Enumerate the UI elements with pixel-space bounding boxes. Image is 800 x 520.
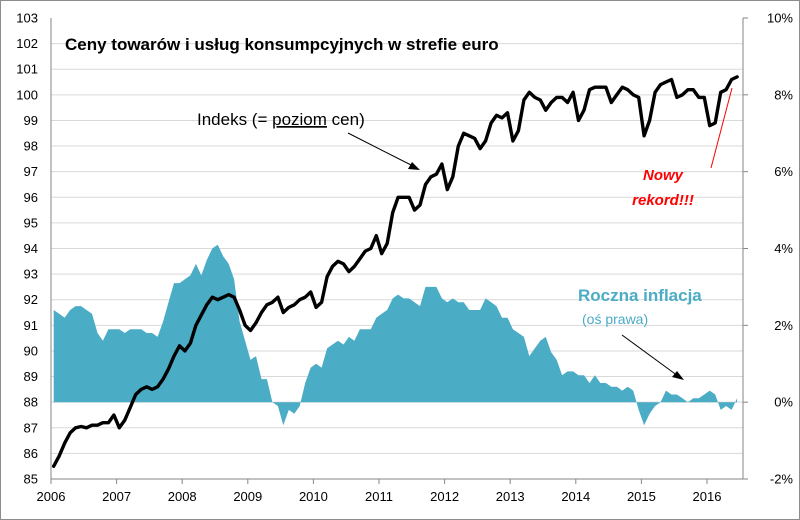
x-tick-label: 2008 [168, 489, 197, 504]
left-tick-label: 98 [24, 139, 38, 154]
left-tick-label: 100 [16, 87, 38, 102]
inflation-annotation-arrowhead [672, 371, 684, 380]
index-line [52, 75, 739, 468]
record-annotation-line2: rekord!!! [632, 192, 694, 209]
index-annotation-label: Indeks (= poziom cen) [197, 110, 365, 129]
right-tick-label: 4% [774, 241, 793, 256]
left-tick-label: 92 [24, 292, 38, 307]
x-tick-label: 2010 [299, 489, 328, 504]
inflation-annotation-sub: (oś prawa) [582, 311, 648, 327]
right-tick-label: 8% [774, 87, 793, 102]
left-tick-label: 85 [24, 472, 38, 487]
index-line-layer [52, 75, 739, 468]
left-tick-label: 102 [16, 36, 38, 51]
x-tick-label: 2012 [430, 489, 459, 504]
left-tick-label: 101 [16, 62, 38, 77]
index-annotation-arrowhead [408, 162, 420, 170]
left-tick-label: 93 [24, 267, 38, 282]
index-annotation: Indeks (= poziom cen) [197, 110, 420, 170]
x-tick-label: 2007 [102, 489, 131, 504]
x-tick-label: 2006 [37, 489, 66, 504]
x-tick-label: 2013 [496, 489, 525, 504]
inflation-annotation-label: Roczna inflacja [578, 286, 702, 305]
left-tick-label: 88 [24, 395, 38, 410]
inflation-annotation: Roczna inflacja (oś prawa) [578, 286, 702, 380]
left-tick-label: 97 [24, 164, 38, 179]
x-tick-label: 2009 [233, 489, 262, 504]
right-axis-ticks: -2% 0% 2% 4% 6% 8% 10% [743, 11, 793, 487]
left-tick-label: 89 [24, 369, 38, 384]
right-tick-label: 6% [774, 164, 793, 179]
left-tick-label: 94 [24, 241, 38, 256]
right-tick-label: -2% [770, 472, 794, 487]
left-tick-label: 86 [24, 446, 38, 461]
record-annotation-line1: Nowy [643, 167, 684, 184]
record-annotation-arrow [710, 87, 733, 169]
left-tick-label: 99 [24, 113, 38, 128]
index-annotation-arrow [347, 132, 414, 167]
right-tick-label: 2% [774, 318, 793, 333]
right-tick-label: 0% [774, 395, 793, 410]
record-annotation: Nowy rekord!!! [632, 87, 733, 209]
x-tick-label: 2016 [693, 489, 722, 504]
x-tick-label: 2015 [627, 489, 656, 504]
left-tick-label: 87 [24, 420, 38, 435]
left-tick-label: 95 [24, 215, 38, 230]
chart-title: Ceny towarów i usług konsumpcyjnych w st… [65, 35, 499, 54]
x-tick-label: 2014 [561, 489, 590, 504]
right-tick-label: 10% [767, 11, 793, 26]
left-tick-label: 103 [16, 11, 38, 26]
left-tick-label: 96 [24, 190, 38, 205]
x-tick-label: 2011 [365, 489, 393, 504]
left-axis-ticks: 85 86 87 88 89 90 91 92 93 94 95 96 97 98 99 100 101 102 1… [16, 11, 38, 487]
inflation-annotation-arrow [621, 334, 679, 377]
x-axis-ticks: 2006 2007 2008 2009 2010 2011 2012 2013 2014 2015… [37, 479, 722, 504]
left-tick-label: 91 [24, 318, 38, 333]
inflation-area [53, 244, 738, 426]
left-tick-label: 90 [24, 343, 38, 358]
inflation-area-layer [53, 244, 738, 426]
